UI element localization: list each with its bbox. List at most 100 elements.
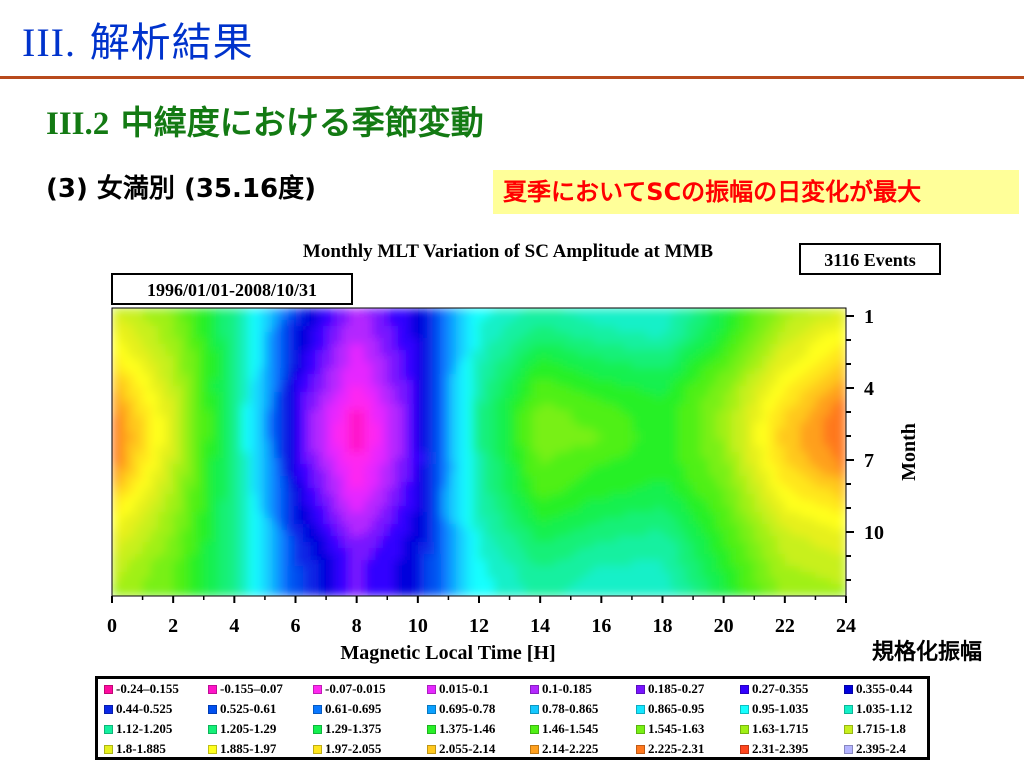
heatmap-cell — [379, 398, 388, 405]
heatmap-cell — [631, 500, 641, 507]
heatmap-cell — [456, 506, 465, 513]
heatmap-cell — [570, 398, 579, 405]
heatmap-cell — [448, 584, 457, 591]
heatmap-cell — [608, 410, 618, 417]
heatmap-cell — [815, 512, 824, 519]
heatmap-cell — [563, 416, 572, 423]
heatmap-cell — [830, 440, 839, 447]
heatmap-cell — [150, 500, 159, 507]
heatmap-cell — [157, 584, 167, 591]
heatmap-cell — [761, 482, 771, 489]
heatmap-cell — [387, 512, 396, 519]
heatmap-cell — [662, 350, 671, 357]
heatmap-cell — [356, 410, 365, 417]
heatmap-cell — [685, 338, 694, 345]
heatmap-cell — [241, 380, 251, 387]
heatmap-cell — [624, 332, 633, 339]
heatmap-cell — [341, 494, 350, 501]
heatmap-cell — [547, 410, 557, 417]
heatmap-cell — [647, 488, 656, 495]
heatmap-cell — [685, 386, 694, 393]
heatmap-cell — [738, 464, 748, 471]
heatmap-cell — [570, 416, 579, 423]
heatmap-cell — [700, 374, 709, 381]
heatmap-cell — [463, 500, 472, 507]
heatmap-cell — [555, 356, 564, 363]
heatmap-cell — [761, 560, 771, 567]
heatmap-cell — [639, 536, 648, 543]
heatmap-cell — [830, 494, 839, 501]
heatmap-cell — [180, 398, 190, 405]
heatmap-cell — [716, 332, 725, 339]
heatmap-cell — [670, 482, 679, 489]
heatmap-cell — [838, 320, 846, 327]
heatmap-cell — [685, 464, 694, 471]
heatmap-cell — [203, 350, 212, 357]
heatmap-cell — [731, 518, 740, 525]
heatmap-cell — [509, 326, 518, 333]
heatmap-cell — [823, 350, 832, 357]
heatmap-cell — [639, 386, 648, 393]
heatmap-cell — [601, 314, 610, 321]
heatmap-cell — [670, 506, 679, 513]
heatmap-cell — [249, 314, 258, 321]
heatmap-cell — [685, 572, 694, 579]
heatmap-cell — [677, 494, 687, 501]
heatmap-cell — [509, 566, 518, 573]
heatmap-cell — [371, 446, 381, 453]
heatmap-cell — [394, 452, 404, 459]
heatmap-cell — [616, 464, 625, 471]
heatmap-cell — [486, 314, 495, 321]
heatmap-cell — [142, 578, 151, 585]
heatmap-cell — [670, 386, 679, 393]
heatmap-cell — [157, 398, 167, 405]
heatmap-cell — [211, 506, 220, 513]
heatmap-cell — [173, 512, 182, 519]
heatmap-cell — [402, 476, 411, 483]
heatmap-cell — [379, 458, 388, 465]
heatmap-cell — [754, 326, 763, 333]
heatmap-cell — [425, 542, 434, 549]
heatmap-cell — [777, 362, 786, 369]
heatmap-cell — [815, 320, 824, 327]
heatmap-cell — [402, 404, 411, 411]
heatmap-cell — [456, 446, 465, 453]
heatmap-cell — [540, 572, 549, 579]
heatmap-cell — [364, 530, 373, 537]
heatmap-cell — [693, 416, 702, 423]
heatmap-cell — [326, 458, 335, 465]
legend-entry: 0.95-1.035 — [740, 699, 808, 719]
legend-entry: 1.29-1.375 — [313, 719, 381, 739]
heatmap-cell — [601, 584, 610, 591]
heatmap-cell — [180, 374, 190, 381]
heatmap-cell — [823, 338, 832, 345]
heatmap-cell — [127, 458, 136, 465]
heatmap-cell — [838, 458, 846, 465]
heatmap-cell — [310, 308, 320, 315]
heatmap-cell — [693, 374, 702, 381]
heatmap-cell — [670, 488, 679, 495]
heatmap-cell — [318, 434, 327, 441]
legend-swatch — [636, 744, 645, 754]
heatmap-cell — [555, 332, 564, 339]
heatmap-cell — [410, 590, 419, 596]
heatmap-cell — [303, 386, 312, 393]
heatmap-cell — [654, 488, 664, 495]
heatmap-cell — [639, 326, 648, 333]
heatmap-cell — [173, 542, 182, 549]
heatmap-cell — [784, 554, 794, 561]
heatmap-cell — [349, 404, 358, 411]
heatmap-cell — [318, 548, 327, 555]
heatmap-cell — [211, 344, 220, 351]
heatmap-cell — [800, 374, 809, 381]
heatmap-cell — [264, 374, 274, 381]
heatmap-cell — [226, 344, 235, 351]
heatmap-cell — [716, 482, 725, 489]
heatmap-cell — [800, 428, 809, 435]
heatmap-cell — [777, 464, 786, 471]
heatmap-cell — [777, 440, 786, 447]
heatmap-cell — [501, 512, 511, 519]
heatmap-cell — [593, 590, 602, 596]
heatmap-cell — [241, 494, 251, 501]
heatmap-cell — [456, 566, 465, 573]
